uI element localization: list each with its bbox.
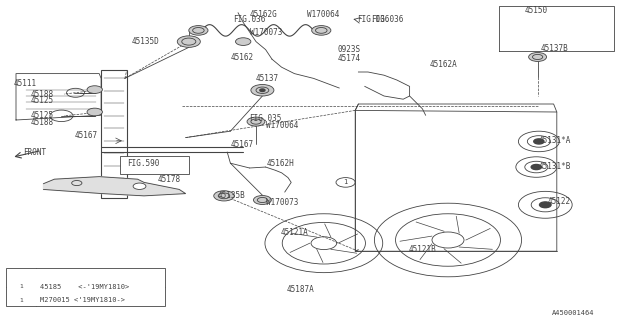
Circle shape	[87, 86, 102, 93]
Circle shape	[133, 183, 146, 189]
Text: 0923S: 0923S	[338, 45, 361, 54]
Text: 45131*B: 45131*B	[539, 162, 572, 171]
Text: 45185    <-'19MY1810>: 45185 <-'19MY1810>	[40, 284, 129, 290]
Circle shape	[260, 89, 265, 92]
Text: W170064: W170064	[266, 121, 299, 130]
Text: FIG.036: FIG.036	[357, 15, 390, 24]
Text: FIG.036: FIG.036	[234, 15, 266, 24]
Circle shape	[312, 26, 331, 35]
Text: 45174: 45174	[338, 54, 361, 63]
Text: 1: 1	[19, 284, 23, 289]
Text: 45162: 45162	[230, 53, 253, 62]
Text: W170073: W170073	[266, 198, 299, 207]
Text: 45188: 45188	[31, 118, 54, 127]
Bar	[101, 70, 127, 198]
Text: 45121B: 45121B	[408, 245, 436, 254]
Circle shape	[177, 36, 200, 47]
Circle shape	[540, 202, 551, 208]
Text: 45150: 45150	[525, 6, 548, 15]
Circle shape	[87, 108, 102, 116]
Text: 45167: 45167	[74, 131, 97, 140]
Text: 45162A: 45162A	[430, 60, 458, 68]
Text: W170073: W170073	[250, 28, 282, 37]
Text: 45162H: 45162H	[266, 159, 294, 168]
Text: 45135B: 45135B	[218, 191, 245, 200]
Circle shape	[236, 38, 251, 45]
Circle shape	[529, 52, 547, 61]
Circle shape	[247, 117, 265, 126]
Text: 45137: 45137	[256, 74, 279, 83]
Circle shape	[531, 164, 541, 170]
Text: W170064: W170064	[307, 10, 340, 19]
Circle shape	[214, 191, 234, 201]
Text: 45135D: 45135D	[131, 37, 159, 46]
Text: 45125: 45125	[31, 111, 54, 120]
Text: 45122: 45122	[548, 197, 571, 206]
Text: 45187A: 45187A	[287, 285, 314, 294]
Circle shape	[251, 84, 274, 96]
Text: 45131*A: 45131*A	[539, 136, 572, 145]
Circle shape	[189, 26, 208, 35]
Text: 45178: 45178	[157, 175, 180, 184]
Text: 1: 1	[344, 180, 348, 185]
Circle shape	[534, 139, 544, 144]
Text: 45121A: 45121A	[280, 228, 308, 237]
Text: 45162G: 45162G	[250, 10, 277, 19]
Text: 45188: 45188	[31, 90, 54, 99]
Text: FIG.590: FIG.590	[127, 159, 159, 168]
Text: 45125: 45125	[31, 96, 54, 105]
Text: FIG.036: FIG.036	[371, 15, 404, 24]
Text: FRONT: FRONT	[23, 148, 46, 157]
Text: FIG.035: FIG.035	[250, 114, 282, 123]
Text: 45167: 45167	[230, 140, 253, 149]
Text: 45111: 45111	[14, 79, 37, 88]
Text: M270015 <'19MY1810->: M270015 <'19MY1810->	[40, 297, 125, 303]
Text: 1: 1	[19, 298, 23, 303]
Polygon shape	[44, 177, 186, 196]
Bar	[6, 268, 165, 306]
Circle shape	[253, 196, 271, 204]
Text: A450001464: A450001464	[552, 310, 594, 316]
Bar	[120, 156, 189, 174]
Text: 45137B: 45137B	[541, 44, 568, 52]
